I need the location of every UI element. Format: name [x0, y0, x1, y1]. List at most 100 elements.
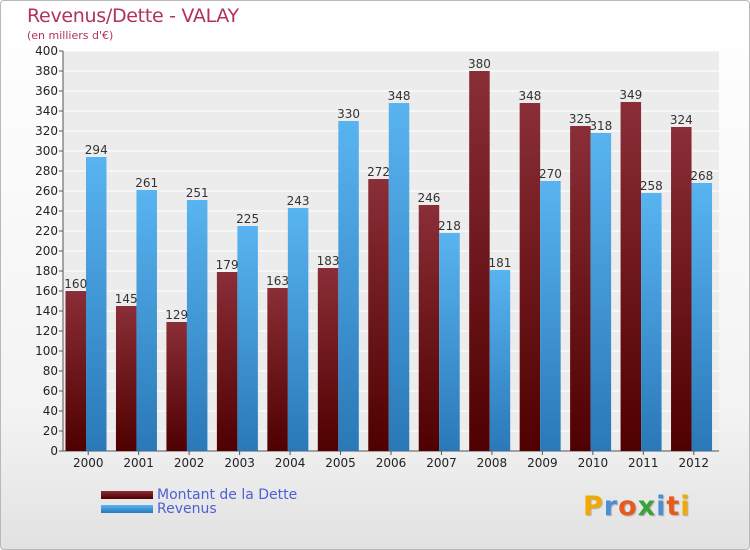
bar-dette [418, 205, 440, 451]
logo-letter: x [637, 491, 657, 522]
bar-dette [469, 71, 490, 451]
data-label-revenus: 268 [690, 169, 713, 183]
legend-item-dette: Montant de la Dette [101, 487, 297, 503]
x-tick-label: 2009 [527, 456, 558, 470]
data-label-dette: 145 [115, 292, 138, 306]
legend-label-dette: Montant de la Dette [157, 487, 298, 503]
y-tick-label: 200 [35, 244, 58, 258]
y-tick-label: 140 [35, 304, 58, 318]
bar-dette [317, 268, 339, 451]
data-label-revenus: 251 [186, 186, 209, 200]
y-tick-label: 20 [43, 424, 58, 438]
y-tick-label: 80 [43, 364, 58, 378]
data-label-dette: 246 [418, 191, 441, 205]
data-label-dette: 325 [569, 112, 592, 126]
data-label-revenus: 243 [287, 194, 310, 208]
bar-revenus [338, 121, 359, 451]
x-tick-label: 2004 [275, 456, 306, 470]
data-label-revenus: 348 [388, 89, 411, 103]
chart-subtitle: (en milliers d'€) [27, 29, 114, 42]
bar-revenus [136, 190, 157, 451]
y-tick-label: 100 [35, 344, 58, 358]
bar-dette [368, 179, 389, 451]
data-label-dette: 163 [266, 274, 289, 288]
y-tick-label: 120 [35, 324, 58, 338]
logo-letter: i [680, 491, 691, 522]
bar-dette [216, 272, 238, 451]
x-tick-label: 2011 [628, 456, 659, 470]
data-label-dette: 380 [468, 57, 491, 71]
bar-revenus [237, 226, 258, 451]
y-tick-label: 240 [35, 204, 58, 218]
bar-revenus [186, 200, 208, 451]
bar-dette [570, 126, 591, 451]
bar-revenus [86, 157, 107, 451]
logo-letter: o [618, 491, 638, 522]
bar-dette [115, 306, 137, 451]
legend-swatch-revenus [101, 505, 153, 513]
bar-dette [65, 291, 86, 451]
y-tick-label: 380 [35, 64, 58, 78]
bar-revenus [287, 208, 309, 451]
data-label-dette: 348 [518, 89, 541, 103]
data-label-dette: 183 [317, 254, 340, 268]
bar-revenus [641, 193, 662, 451]
y-tick-label: 280 [35, 164, 58, 178]
data-label-dette: 129 [165, 308, 188, 322]
logo-letter: t [666, 491, 681, 522]
y-tick-label: 0 [50, 444, 58, 458]
bar-revenus [691, 183, 713, 451]
y-tick-label: 360 [35, 84, 58, 98]
y-tick-label: 220 [35, 224, 58, 238]
bar-dette [620, 102, 642, 451]
data-label-dette: 324 [670, 113, 693, 127]
data-label-revenus: 294 [85, 143, 108, 157]
x-tick-label: 2006 [376, 456, 407, 470]
bar-dette [267, 288, 288, 451]
data-label-revenus: 270 [539, 167, 562, 181]
legend-label-revenus: Revenus [157, 501, 217, 517]
y-tick-label: 320 [35, 124, 58, 138]
x-tick-label: 2000 [73, 456, 104, 470]
y-tick-label: 300 [35, 144, 58, 158]
data-label-revenus: 181 [488, 256, 511, 270]
proxiti-logo: Proxiti [583, 491, 691, 522]
x-tick-label: 2002 [174, 456, 205, 470]
bar-dette [166, 322, 187, 451]
data-label-revenus: 318 [589, 119, 612, 133]
y-tick-label: 260 [35, 184, 58, 198]
logo-letter: P [583, 491, 604, 522]
bar-revenus [489, 270, 511, 451]
x-tick-label: 2012 [678, 456, 709, 470]
x-tick-label: 2010 [578, 456, 609, 470]
data-label-dette: 349 [619, 88, 642, 102]
bar-dette [519, 103, 541, 451]
logo-letter: i [656, 491, 667, 522]
y-tick-label: 60 [43, 384, 58, 398]
legend-swatch-dette [101, 491, 153, 499]
y-tick-label: 400 [35, 44, 58, 58]
data-label-revenus: 218 [438, 219, 461, 233]
x-tick-label: 2008 [477, 456, 508, 470]
x-tick-label: 2003 [224, 456, 255, 470]
data-label-revenus: 225 [236, 212, 259, 226]
chart-title: Revenus/Dette - VALAY [27, 5, 239, 27]
bar-revenus [439, 233, 460, 451]
bar-revenus [590, 133, 612, 451]
y-tick-label: 40 [43, 404, 58, 418]
data-label-dette: 272 [367, 165, 390, 179]
data-label-revenus: 330 [337, 107, 360, 121]
y-tick-label: 180 [35, 264, 58, 278]
bar-revenus [540, 181, 561, 451]
data-label-dette: 179 [216, 258, 239, 272]
logo-letter: r [603, 491, 619, 522]
bar-revenus [388, 103, 410, 451]
data-label-dette: 160 [64, 277, 87, 291]
y-tick-label: 340 [35, 104, 58, 118]
data-label-revenus: 258 [640, 179, 663, 193]
x-tick-label: 2007 [426, 456, 457, 470]
y-tick-label: 160 [35, 284, 58, 298]
bar-dette [671, 127, 692, 451]
